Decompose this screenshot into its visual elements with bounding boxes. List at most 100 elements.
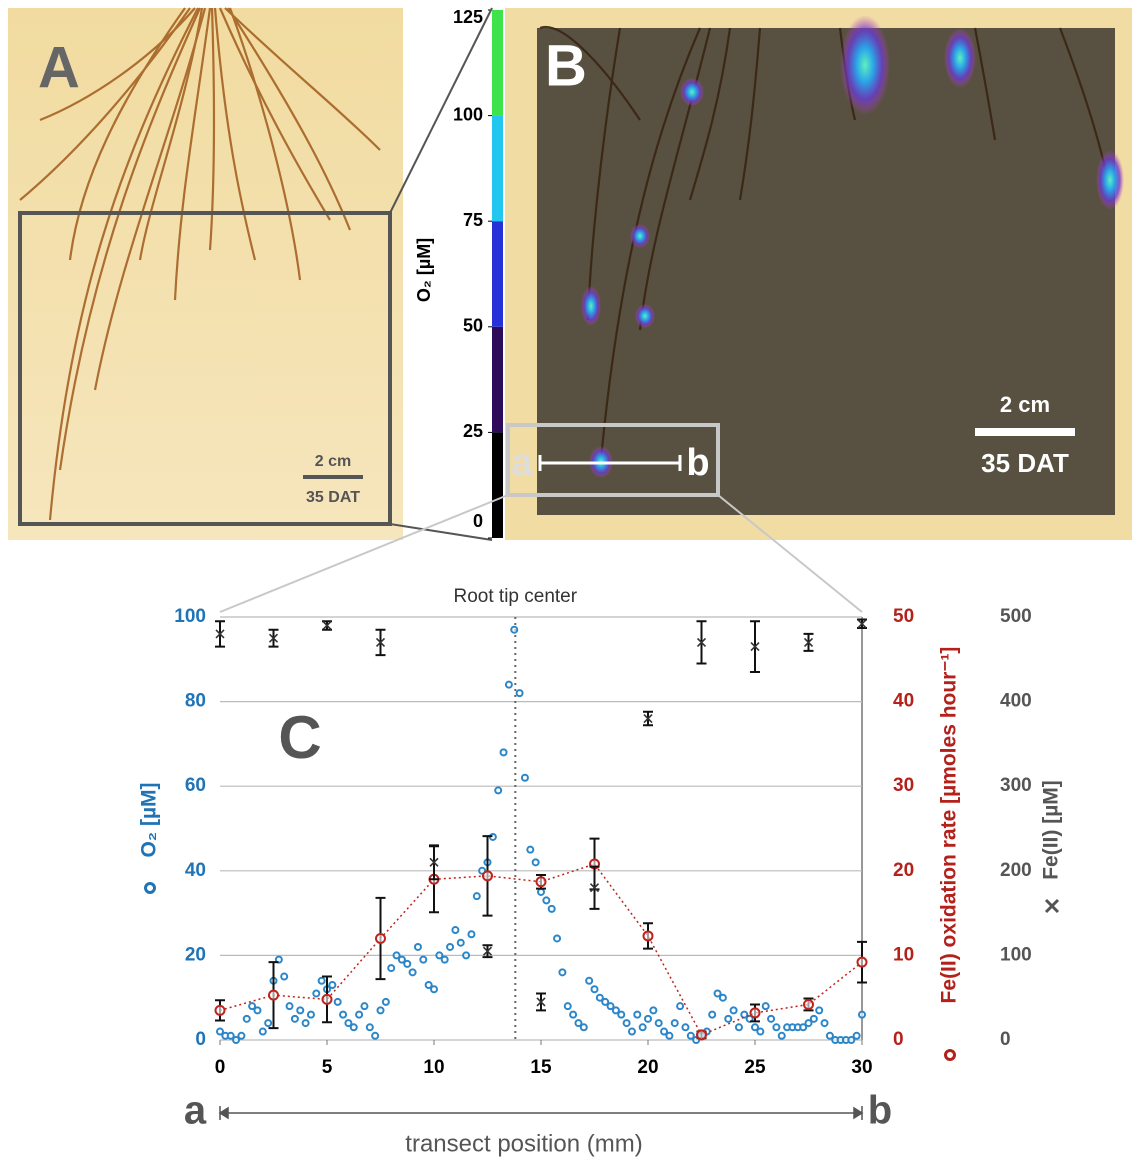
data-point bbox=[381, 997, 390, 1006]
data-point bbox=[365, 1023, 374, 1032]
data-point bbox=[248, 1002, 257, 1011]
y-axis-label: O₂ [µM] bbox=[138, 782, 161, 857]
data-point bbox=[306, 1010, 315, 1019]
data-point bbox=[387, 964, 396, 973]
data-point bbox=[360, 1002, 369, 1011]
data-point bbox=[617, 1010, 626, 1019]
data-point bbox=[761, 1002, 770, 1011]
data-point bbox=[515, 689, 524, 698]
data-point bbox=[494, 786, 503, 795]
data-point bbox=[408, 968, 417, 977]
data-point bbox=[237, 1031, 246, 1040]
x-tick-label: 5 bbox=[322, 1057, 333, 1078]
data-point bbox=[440, 955, 449, 964]
data-point bbox=[510, 625, 519, 634]
transect-axis bbox=[218, 1106, 864, 1120]
y-tick-label: 80 bbox=[185, 691, 206, 712]
data-point bbox=[535, 876, 547, 888]
data-point bbox=[579, 1023, 588, 1032]
data-point bbox=[858, 1010, 866, 1019]
y2-tick-label: 50 bbox=[893, 606, 914, 627]
connector bbox=[219, 494, 509, 613]
data-point bbox=[799, 1023, 808, 1032]
data-point bbox=[321, 993, 333, 1005]
data-point bbox=[392, 951, 401, 960]
data-point bbox=[825, 1031, 834, 1040]
inset-box bbox=[506, 423, 720, 497]
data-point bbox=[708, 1010, 717, 1019]
annotation: Root tip center bbox=[454, 586, 578, 607]
data-point bbox=[767, 1014, 776, 1023]
data-point bbox=[215, 629, 225, 639]
data-point bbox=[322, 620, 332, 631]
data-point bbox=[696, 637, 707, 647]
color-band bbox=[492, 326, 503, 433]
data-point bbox=[857, 619, 867, 629]
data-point bbox=[856, 956, 868, 968]
data-point bbox=[749, 1007, 761, 1019]
colorbar-tick-label: 25 bbox=[463, 421, 483, 441]
data-point bbox=[803, 998, 814, 1010]
data-point bbox=[301, 1019, 310, 1028]
data-point bbox=[820, 1019, 829, 1028]
data-point bbox=[660, 1027, 669, 1036]
data-point bbox=[642, 930, 654, 942]
chart: C O₂ [µM] Fe(II) oxidation rate [µmoles … bbox=[138, 586, 1063, 1157]
data-point bbox=[264, 1019, 273, 1028]
data-point bbox=[627, 1027, 636, 1036]
connector bbox=[389, 523, 493, 541]
data-point bbox=[569, 1010, 578, 1019]
x-tick-label: 20 bbox=[637, 1057, 658, 1078]
data-point bbox=[654, 1019, 663, 1028]
data-point bbox=[274, 955, 283, 964]
colorbar-tick-label: 100 bbox=[453, 104, 483, 124]
data-point bbox=[756, 1027, 765, 1036]
data-point bbox=[633, 1010, 642, 1019]
y3-axis-label: Fe(II) [µM] bbox=[1040, 780, 1063, 880]
data-point bbox=[226, 1031, 235, 1040]
data-point bbox=[456, 938, 465, 947]
color-band bbox=[492, 115, 503, 222]
data-point bbox=[355, 1010, 364, 1019]
data-point bbox=[777, 1031, 786, 1040]
transect-line bbox=[538, 455, 682, 471]
data-point bbox=[729, 1006, 738, 1015]
data-point bbox=[574, 1019, 583, 1028]
y2-tick-label: 10 bbox=[893, 944, 914, 965]
scale-bar-label: 2 cm bbox=[315, 453, 351, 470]
data-point bbox=[681, 1023, 690, 1032]
y2-axis-label: Fe(II) oxidation rate [µmoles hour⁻¹] bbox=[938, 647, 961, 1004]
x-tick-label: 30 bbox=[851, 1057, 872, 1078]
y3-tick-label: 200 bbox=[1000, 860, 1032, 881]
data-point bbox=[482, 870, 493, 882]
panel-b: B 2 cm 35 DAT a b bbox=[505, 8, 1132, 540]
data-point bbox=[430, 985, 438, 994]
data-point bbox=[472, 892, 481, 901]
panel-label: C bbox=[278, 704, 321, 771]
data-point bbox=[558, 968, 567, 977]
data-point bbox=[563, 1002, 572, 1011]
data-point bbox=[397, 955, 406, 964]
y2-tick-label: 40 bbox=[893, 691, 914, 712]
transect-end: b bbox=[686, 442, 709, 484]
data-point bbox=[713, 989, 722, 998]
data-point bbox=[446, 942, 455, 951]
data-point bbox=[803, 637, 814, 647]
colorbar-tick-label: 75 bbox=[463, 210, 483, 230]
data-point bbox=[285, 1002, 294, 1011]
zoom-connectors bbox=[219, 7, 863, 613]
axis-label-marker bbox=[944, 1049, 956, 1061]
data-point bbox=[424, 981, 433, 990]
data-point bbox=[371, 1031, 380, 1040]
data-point bbox=[216, 1027, 224, 1036]
data-point bbox=[670, 1019, 679, 1028]
age-label: 35 DAT bbox=[981, 448, 1069, 478]
data-point bbox=[253, 1006, 262, 1015]
colorbar: O₂ [µM] 0 25 50 75 100 125 bbox=[414, 7, 503, 539]
data-point bbox=[750, 642, 760, 652]
data-point bbox=[290, 1014, 299, 1023]
data-point bbox=[520, 773, 529, 782]
data-point bbox=[214, 1004, 226, 1016]
y-tick-label: 40 bbox=[185, 860, 206, 881]
data-point bbox=[504, 680, 513, 689]
